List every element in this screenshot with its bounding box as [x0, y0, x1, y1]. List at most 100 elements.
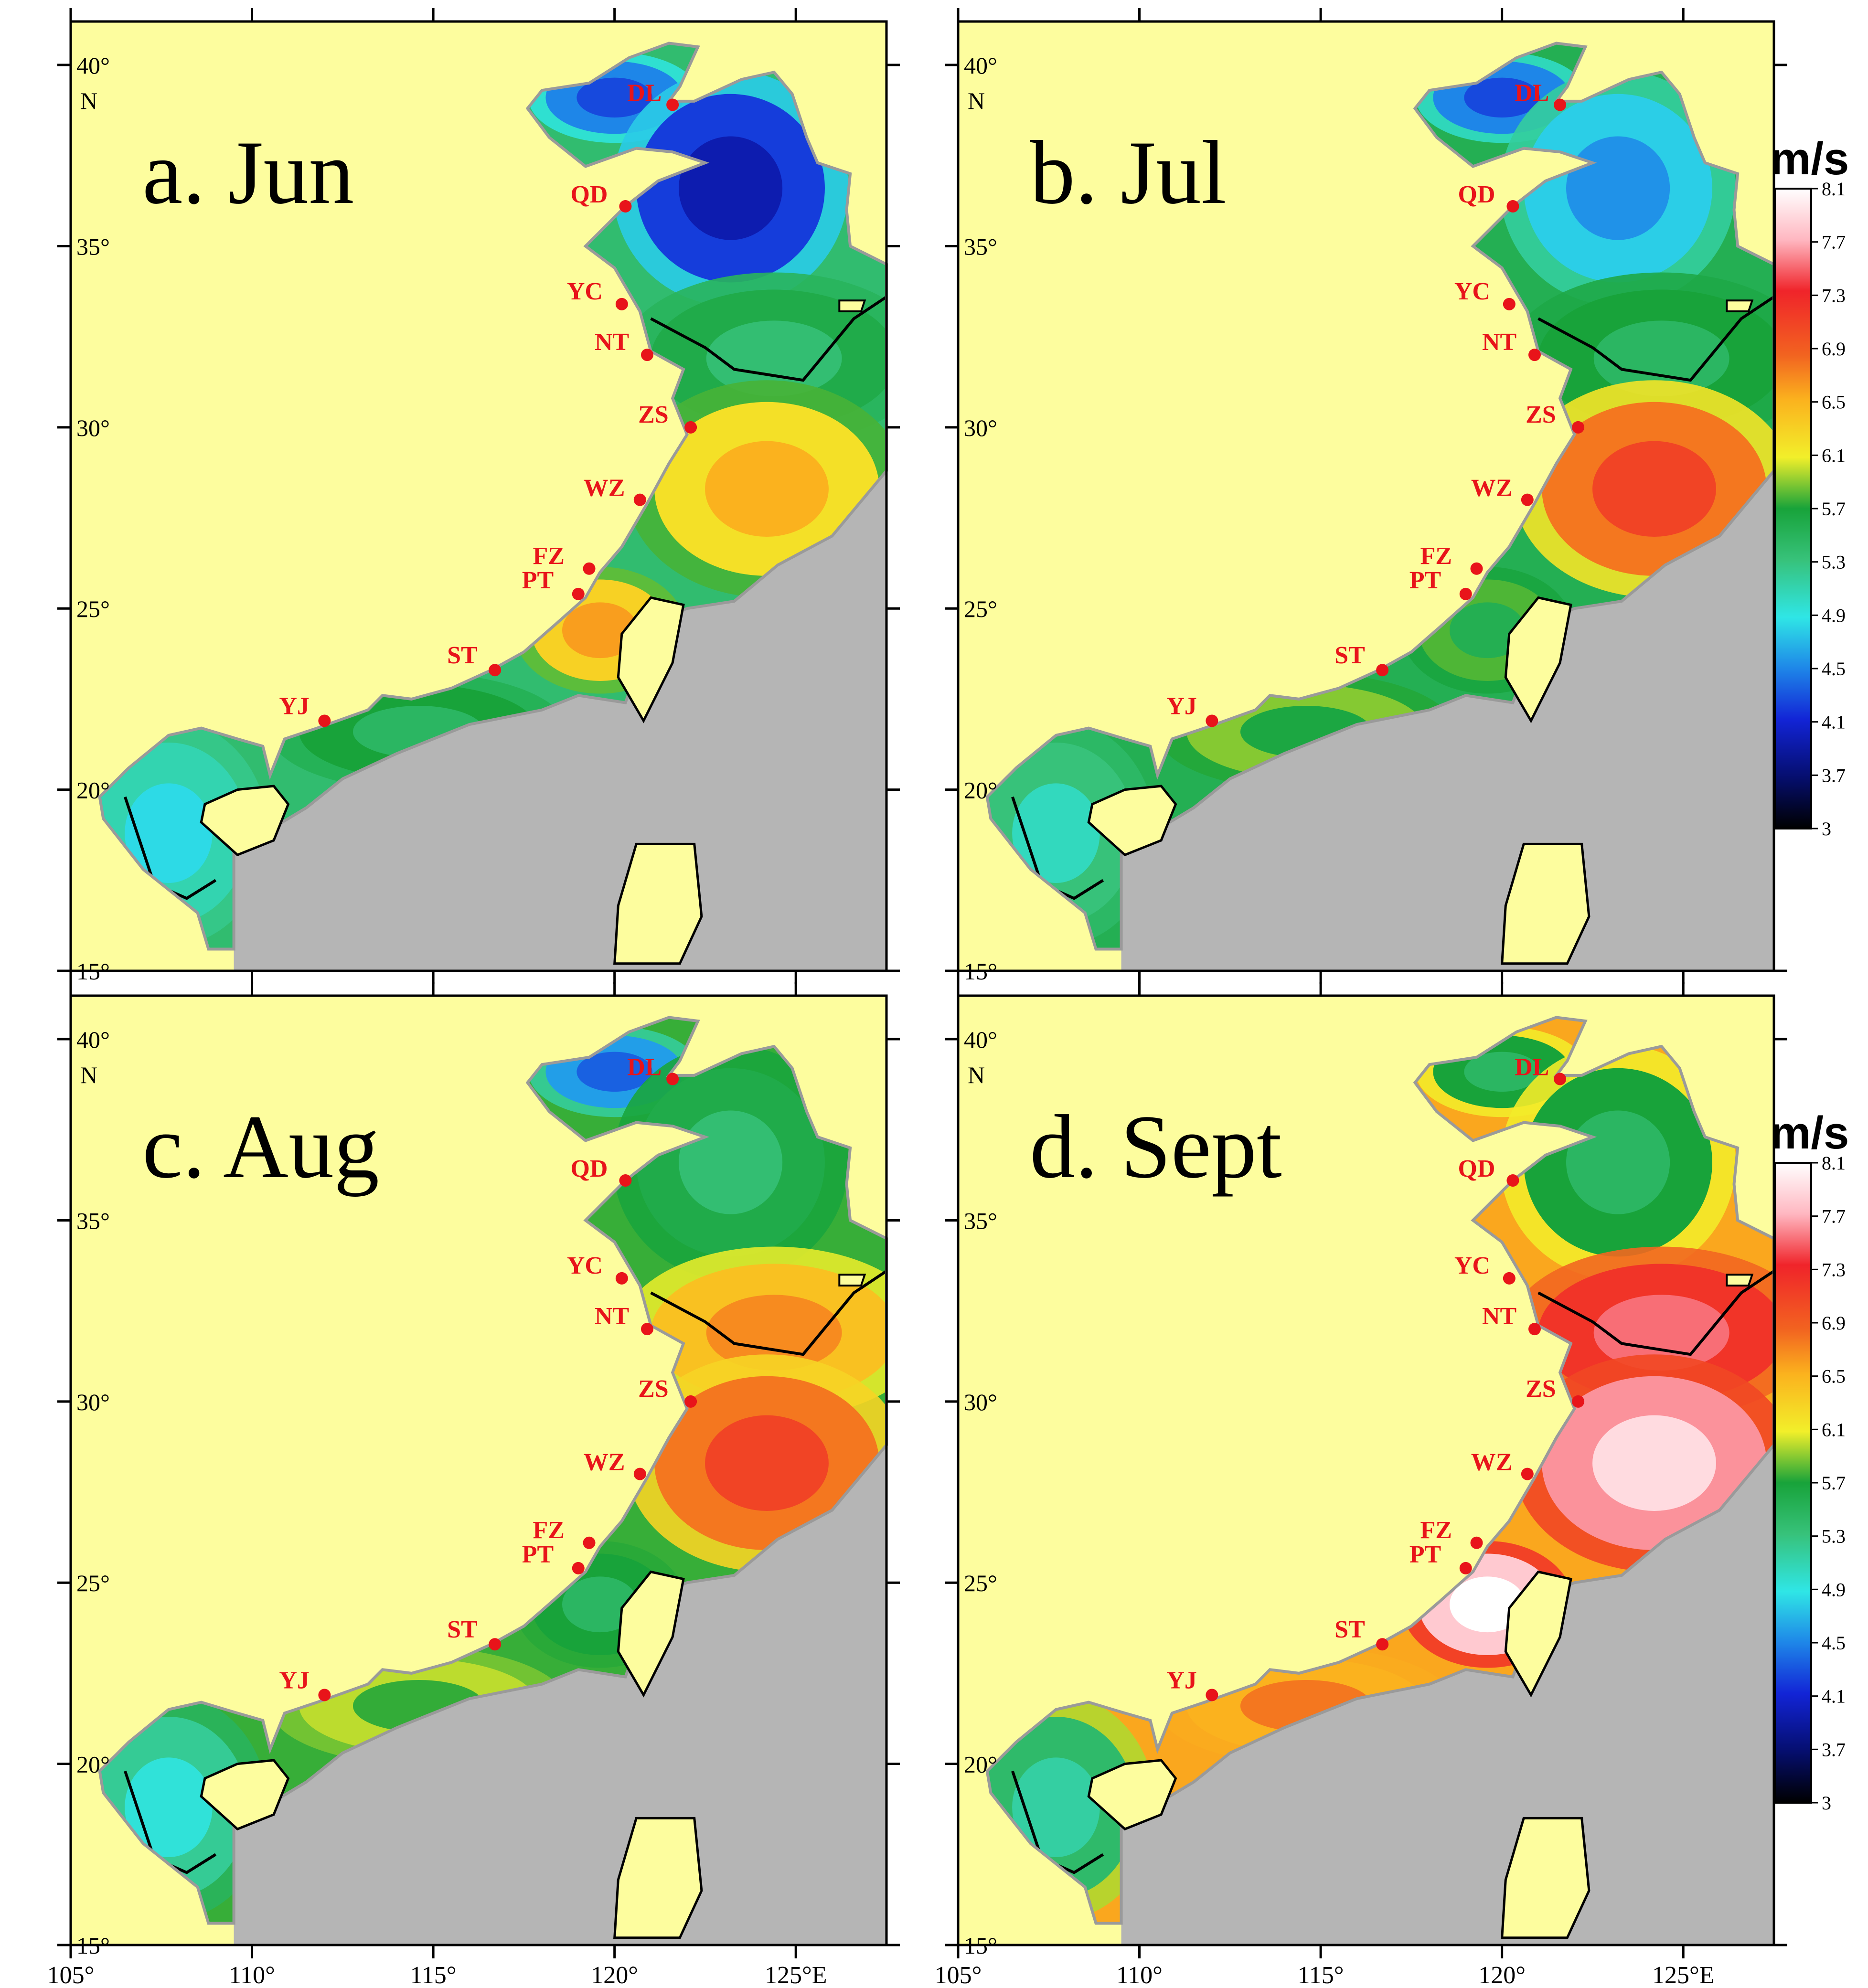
- lon-tick-label: 125°E: [765, 1962, 827, 1988]
- station-label-dl: DL: [627, 80, 662, 107]
- station-marker-yc: [615, 298, 628, 310]
- lat-tick-label: 35°: [964, 1207, 997, 1234]
- colorbar-tick-label: 5.3: [1822, 1526, 1846, 1547]
- lat-tick-label: 35°: [76, 1207, 110, 1234]
- station-marker-fz: [583, 562, 596, 575]
- contour-line: [1537, 296, 1774, 382]
- station-label-yj: YJ: [279, 1667, 310, 1694]
- taiwan-island: [617, 596, 685, 723]
- station-marker-fz: [583, 1536, 596, 1549]
- taiwan-island: [1504, 1570, 1572, 1698]
- lon-tick-label: 115°: [1298, 1962, 1344, 1988]
- station-label-fz: FZ: [533, 1517, 565, 1544]
- hainan-island: [200, 785, 290, 857]
- station-marker-dl: [1554, 98, 1567, 111]
- station-label-st: ST: [447, 1616, 478, 1643]
- lat-tick-label: 15°: [964, 958, 997, 985]
- jeju-island: [838, 1274, 866, 1286]
- lat-tick-label: 20°: [76, 1751, 110, 1778]
- station-marker-st: [489, 664, 502, 677]
- station-label-wz: WZ: [584, 1449, 625, 1476]
- colorbar-tick-label: 5.7: [1822, 498, 1846, 520]
- colorbar-title: m/s: [1770, 133, 1849, 184]
- hainan-island: [1087, 785, 1177, 857]
- station-label-st: ST: [1334, 1616, 1365, 1643]
- lon-tick-label: 105°: [47, 1962, 95, 1988]
- colorbar-tick-label: 8.1: [1822, 1152, 1846, 1174]
- station-label-pt: PT: [522, 567, 554, 594]
- luzon-island: [613, 842, 703, 965]
- open-ocean-mask: [234, 470, 887, 971]
- taiwan-island: [617, 1570, 685, 1698]
- station-marker-fz: [1470, 1536, 1483, 1549]
- lon-tick-label: 110°: [1116, 1962, 1163, 1988]
- luzon-island: [1501, 1817, 1590, 1939]
- station-label-st: ST: [447, 642, 478, 669]
- lat-tick-label: 40°: [76, 1026, 110, 1053]
- colorbar-gradient: [1774, 1162, 1812, 1804]
- hainan-island: [1087, 1759, 1177, 1831]
- station-marker-pt: [1459, 587, 1472, 600]
- lat-unit-label: N: [968, 1062, 985, 1088]
- station-marker-zs: [1572, 421, 1585, 434]
- station-marker-yj: [318, 714, 331, 727]
- luzon-island: [613, 1817, 703, 1939]
- lat-tick-label: 40°: [964, 1026, 997, 1053]
- station-marker-nt: [1528, 349, 1541, 361]
- station-marker-zs: [684, 421, 697, 434]
- station-label-dl: DL: [1515, 1054, 1549, 1081]
- lon-tick-label: 115°: [410, 1962, 457, 1988]
- station-label-zs: ZS: [1526, 401, 1556, 428]
- station-label-yc: YC: [567, 1252, 603, 1279]
- colorbar-tick-label: 4.9: [1822, 1579, 1846, 1600]
- colorbar-tick-label: 4.5: [1822, 1632, 1846, 1654]
- colorbar-tick-label: 3.7: [1822, 1739, 1846, 1760]
- station-label-nt: NT: [1482, 1303, 1516, 1330]
- colorbar-tick-label: 6.9: [1822, 1312, 1846, 1334]
- lat-tick-label: 35°: [76, 233, 110, 260]
- station-label-dl: DL: [1515, 80, 1549, 107]
- station-label-yc: YC: [567, 278, 603, 305]
- station-label-qd: QD: [1458, 181, 1495, 208]
- station-marker-yj: [1206, 1689, 1218, 1701]
- station-label-zs: ZS: [638, 1375, 669, 1403]
- coastline: [985, 42, 1775, 951]
- jeju-island: [1726, 1274, 1754, 1286]
- station-label-qd: QD: [570, 181, 608, 208]
- open-ocean-mask: [1121, 470, 1774, 971]
- station-label-yj: YJ: [1166, 692, 1197, 720]
- station-label-st: ST: [1334, 642, 1365, 669]
- map-frame: [69, 20, 888, 972]
- colorbar-tick-label: 6.9: [1822, 338, 1846, 360]
- station-label-yj: YJ: [279, 692, 310, 720]
- colorbar-title: m/s: [1770, 1107, 1849, 1159]
- station-marker-qd: [619, 200, 632, 213]
- station-marker-dl: [666, 98, 679, 111]
- lat-unit-label: N: [80, 1062, 97, 1088]
- station-label-wz: WZ: [584, 475, 625, 502]
- lat-tick-label: 35°: [964, 233, 997, 260]
- open-ocean-mask: [234, 1445, 887, 1945]
- station-marker-pt: [1459, 1562, 1472, 1574]
- station-label-nt: NT: [1482, 329, 1516, 356]
- station-marker-dl: [666, 1073, 679, 1085]
- lat-tick-label: 25°: [76, 1570, 110, 1596]
- station-label-pt: PT: [1409, 1541, 1441, 1568]
- colorbar-tick-label: 4.5: [1822, 658, 1846, 680]
- station-marker-yc: [1503, 1272, 1516, 1285]
- station-marker-nt: [1528, 1323, 1541, 1336]
- station-marker-yc: [615, 1272, 628, 1285]
- colorbar-tick-label: 8.1: [1822, 178, 1846, 200]
- lat-unit-label: N: [80, 87, 97, 114]
- station-marker-wz: [1521, 493, 1534, 506]
- coastline: [98, 1016, 888, 1925]
- hainan-island: [200, 1759, 290, 1831]
- station-label-yc: YC: [1454, 278, 1490, 305]
- colorbar-tick-label: 3: [1822, 1792, 1831, 1814]
- station-marker-st: [489, 1638, 502, 1651]
- station-marker-zs: [684, 1395, 697, 1408]
- station-label-nt: NT: [595, 1303, 629, 1330]
- lat-tick-label: 15°: [76, 958, 110, 985]
